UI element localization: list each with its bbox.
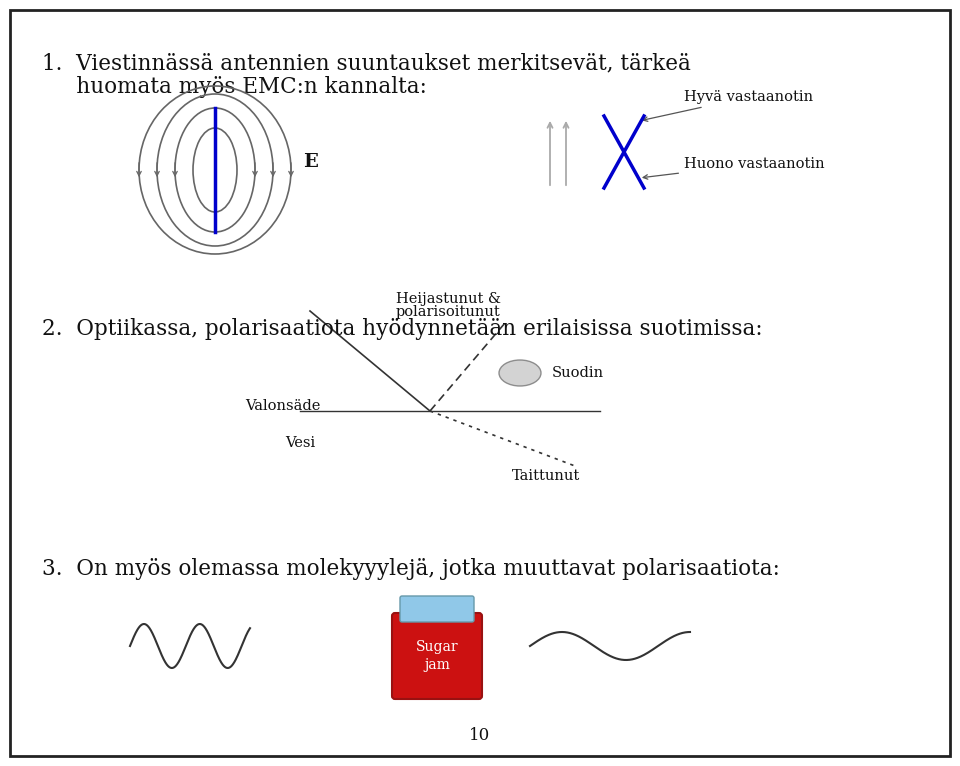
Text: 2.  Optiikassa, polarisaatiota hyödynnetään erilaisissa suotimissa:: 2. Optiikassa, polarisaatiota hyödynnetä… xyxy=(42,318,762,340)
Text: polarisoitunut: polarisoitunut xyxy=(396,305,500,319)
Text: Vesi: Vesi xyxy=(285,436,315,450)
FancyBboxPatch shape xyxy=(392,613,482,699)
Text: Taittunut: Taittunut xyxy=(512,469,580,483)
Text: 3.  On myös olemassa molekyyylejä, jotka muuttavat polarisaatiota:: 3. On myös olemassa molekyyylejä, jotka … xyxy=(42,558,780,580)
Text: 10: 10 xyxy=(469,727,491,744)
Text: Sugar
jam: Sugar jam xyxy=(416,640,458,673)
Text: Heijastunut &: Heijastunut & xyxy=(396,292,500,306)
Ellipse shape xyxy=(499,360,541,386)
Text: Huono vastaanotin: Huono vastaanotin xyxy=(643,157,825,179)
FancyBboxPatch shape xyxy=(400,596,474,622)
Text: E: E xyxy=(303,153,318,171)
Text: Valonsäde: Valonsäde xyxy=(245,399,321,413)
Text: 1.  Viestinnässä antennien suuntaukset merkitsevät, tärkeä: 1. Viestinnässä antennien suuntaukset me… xyxy=(42,52,691,74)
Text: Suodin: Suodin xyxy=(552,366,604,380)
Text: huomata myös EMC:n kannalta:: huomata myös EMC:n kannalta: xyxy=(42,76,427,98)
Text: Hyvä vastaanotin: Hyvä vastaanotin xyxy=(643,90,813,121)
